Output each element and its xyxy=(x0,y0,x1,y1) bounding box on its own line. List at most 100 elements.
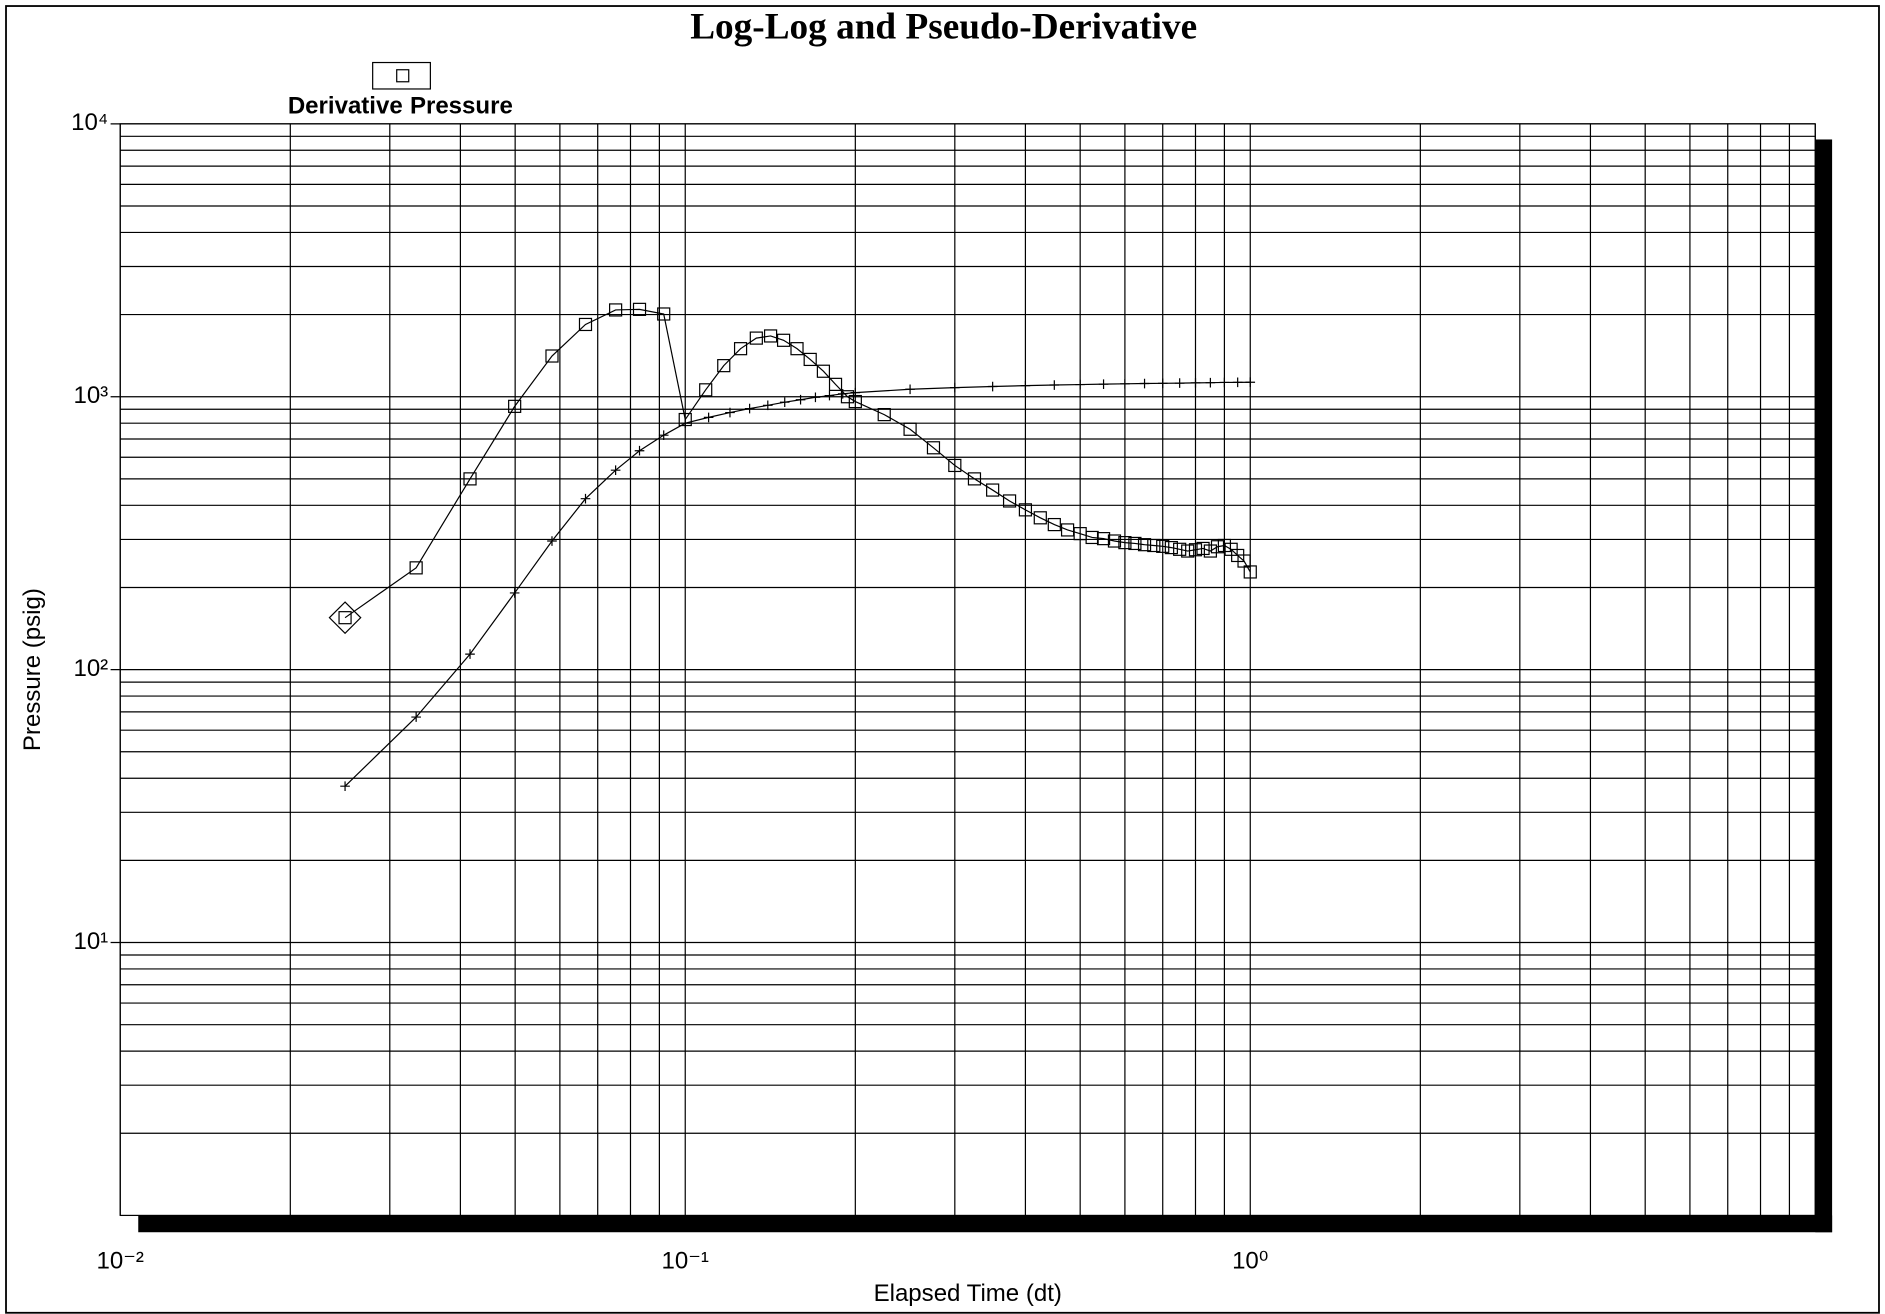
shadow-right xyxy=(1815,139,1833,1233)
data-point xyxy=(578,317,593,332)
data-point xyxy=(1196,541,1210,556)
data-point xyxy=(545,349,559,363)
chart-title: Log-Log and Pseudo-Derivative xyxy=(690,7,1197,48)
data-point xyxy=(725,407,735,418)
data-point xyxy=(657,307,671,321)
marks xyxy=(328,302,1257,791)
x-tick-label: 10⁻¹ xyxy=(662,1248,709,1275)
y-tick-label: 10² xyxy=(73,655,108,682)
data-point xyxy=(1020,380,1031,391)
data-point xyxy=(1098,379,1109,389)
data-point xyxy=(1128,536,1142,551)
data-point xyxy=(840,390,855,404)
data-point xyxy=(680,418,691,428)
data-point xyxy=(1118,536,1132,550)
data-point xyxy=(1232,377,1243,388)
shadow-bottom xyxy=(138,1215,1833,1233)
data-point xyxy=(1173,542,1187,556)
data-point xyxy=(1147,538,1161,553)
data-point xyxy=(1096,532,1111,546)
legend-symbol xyxy=(396,69,410,83)
data-point xyxy=(409,561,423,575)
legend-label: Pressure xyxy=(410,92,513,119)
data-point xyxy=(1205,377,1216,388)
data-point xyxy=(850,387,861,398)
data-point xyxy=(1049,380,1060,390)
data-point xyxy=(1018,503,1033,517)
x-tick-label: 10⁻² xyxy=(97,1248,144,1275)
data-point xyxy=(1156,539,1170,553)
data-point xyxy=(609,303,623,317)
data-point xyxy=(779,397,790,407)
data-point xyxy=(926,441,941,455)
data-point xyxy=(948,458,962,473)
data-point xyxy=(1219,377,1230,388)
series-line xyxy=(344,381,1251,787)
data-point xyxy=(795,394,806,405)
data-point xyxy=(905,384,915,395)
data-point xyxy=(733,342,748,356)
data-point xyxy=(828,377,843,391)
data-point xyxy=(1033,511,1047,525)
plot-area xyxy=(119,123,1816,1217)
data-point xyxy=(803,352,817,367)
data-point xyxy=(816,364,831,378)
data-point xyxy=(1243,565,1257,579)
data-point xyxy=(1245,377,1256,388)
data-point xyxy=(1139,378,1150,389)
data-point xyxy=(1190,378,1201,388)
data-point xyxy=(790,342,804,356)
data-point xyxy=(1188,543,1203,557)
data-point xyxy=(1085,530,1099,545)
data-point xyxy=(699,383,713,397)
data-point xyxy=(465,649,475,659)
data-point xyxy=(762,400,773,411)
data-point xyxy=(824,390,835,401)
y-tick-label: 10³ xyxy=(73,382,108,409)
data-point xyxy=(877,407,891,422)
data-point xyxy=(1164,540,1178,555)
series-line xyxy=(344,308,1251,619)
y-axis-label: Pressure (psig) xyxy=(19,588,46,751)
data-point xyxy=(634,445,645,456)
data-point xyxy=(810,392,821,403)
data-point xyxy=(580,493,591,504)
data-point xyxy=(1210,540,1225,554)
data-point xyxy=(1203,544,1217,558)
data-point xyxy=(1174,378,1185,388)
data-point xyxy=(703,412,714,423)
data-point xyxy=(776,333,791,347)
data-point xyxy=(338,611,352,625)
data-point xyxy=(463,472,477,486)
data-point xyxy=(1137,538,1152,552)
data-point xyxy=(837,388,848,399)
data-point xyxy=(1075,379,1085,390)
data-point xyxy=(508,399,522,413)
data-point xyxy=(967,472,982,486)
selected-point-highlight xyxy=(328,601,362,635)
data-point xyxy=(1002,494,1017,508)
data-point xyxy=(509,588,520,598)
data-point xyxy=(1217,538,1232,553)
y-tick-label: 10¹ xyxy=(73,928,108,955)
data-point xyxy=(987,381,998,392)
data-point xyxy=(1120,379,1130,389)
data-point xyxy=(1157,378,1168,389)
y-tick-label: 10⁴ xyxy=(71,109,108,136)
data-point xyxy=(1047,517,1061,532)
data-point xyxy=(903,422,917,436)
x-tick-label: 10⁰ xyxy=(1232,1248,1268,1275)
data-point xyxy=(717,359,731,373)
frame xyxy=(5,5,1880,1314)
data-point xyxy=(632,302,647,316)
legend-box xyxy=(372,61,431,90)
data-point xyxy=(610,465,621,476)
data-point xyxy=(950,382,960,393)
data-point xyxy=(763,329,778,343)
data-point xyxy=(1181,544,1195,558)
data-point xyxy=(547,536,557,546)
x-axis-label: Elapsed Time (dt) xyxy=(874,1280,1062,1307)
data-point xyxy=(411,712,421,722)
